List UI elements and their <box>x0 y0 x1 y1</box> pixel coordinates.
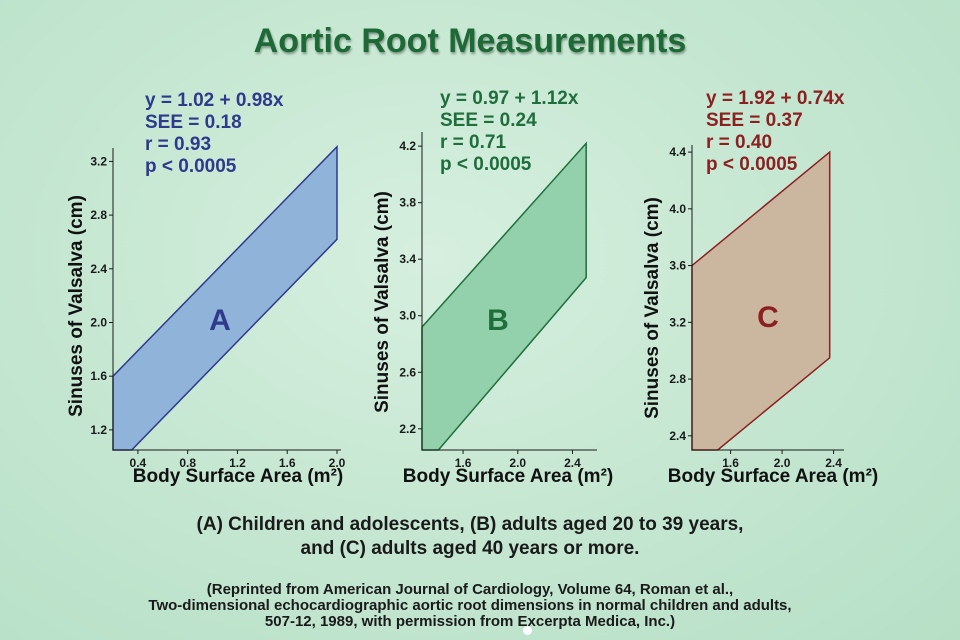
regression-stat-line: y = 1.92 + 0.74x <box>706 88 845 109</box>
x-tick-label: 2.0 <box>329 456 346 470</box>
y-tick-label: 2.8 <box>669 372 686 386</box>
y-tick-label: 3.6 <box>669 259 686 273</box>
y-tick-label: 3.8 <box>399 196 416 210</box>
credit-line-3: 507-12, 1989, with permission from Excer… <box>264 613 676 630</box>
regression-stat-line: y = 1.02 + 0.98x <box>145 90 284 111</box>
y-tick-label: 2.0 <box>90 315 107 329</box>
y-tick-label: 1.6 <box>90 369 107 383</box>
x-axis-label: Body Surface Area (m²) <box>668 466 878 487</box>
x-tick-label: 0.4 <box>130 456 147 470</box>
x-tick-label: 2.0 <box>774 456 791 470</box>
regression-stat-line: y = 0.97 + 1.12x <box>440 88 579 109</box>
panel-label-c: C <box>757 301 779 334</box>
x-tick-label: 2.4 <box>825 456 842 470</box>
y-axis-label: Sinuses of Valsalva (cm) <box>372 191 393 413</box>
x-tick-label: 1.6 <box>279 456 296 470</box>
y-axis-label: Sinuses of Valsalva (cm) <box>66 195 87 417</box>
caption-line-1: (A) Children and adolescents, (B) adults… <box>196 514 744 535</box>
x-tick-label: 1.6 <box>722 456 739 470</box>
y-tick-label: 3.2 <box>669 315 686 329</box>
x-axis-label: Body Surface Area (m²) <box>133 466 343 487</box>
y-tick-label: 3.0 <box>399 309 416 323</box>
panel-label-a: A <box>209 304 231 337</box>
x-tick-label: 2.4 <box>564 456 581 470</box>
credit-line-2: Two-dimensional echocardiographic aortic… <box>148 597 792 614</box>
y-tick-label: 3.2 <box>90 154 107 168</box>
y-tick-label: 4.2 <box>399 139 416 153</box>
y-tick-label: 4.4 <box>669 145 686 159</box>
regression-stat-line: p < 0.0005 <box>706 154 798 175</box>
regression-stat-line: p < 0.0005 <box>145 156 237 177</box>
y-tick-label: 2.2 <box>399 422 416 436</box>
caption-line-2: and (C) adults aged 40 years or more. <box>300 538 640 559</box>
confidence-band-b <box>421 141 587 451</box>
y-tick-label: 2.6 <box>399 365 416 379</box>
credit-line-1: (Reprinted from American Journal of Card… <box>206 581 734 598</box>
y-tick-label: 2.4 <box>90 262 107 276</box>
x-tick-label: 0.8 <box>179 456 196 470</box>
y-tick-label: 2.8 <box>90 208 107 222</box>
regression-stat-line: r = 0.40 <box>706 132 772 153</box>
cursor-dot <box>523 626 532 635</box>
y-tick-label: 3.4 <box>399 252 416 266</box>
x-tick-label: 1.2 <box>229 456 246 470</box>
x-axis-label: Body Surface Area (m²) <box>403 466 613 487</box>
y-tick-label: 1.2 <box>90 423 107 437</box>
regression-stat-line: SEE = 0.18 <box>145 112 242 133</box>
regression-stat-line: r = 0.71 <box>440 132 506 153</box>
regression-stat-line: SEE = 0.37 <box>706 110 803 131</box>
y-axis-label: Sinuses of Valsalva (cm) <box>642 197 663 419</box>
x-tick-label: 2.0 <box>509 456 526 470</box>
x-tick-label: 1.6 <box>455 456 472 470</box>
panel-label-b: B <box>487 304 509 337</box>
chart-title: Aortic Root Measurements <box>253 22 687 60</box>
regression-stat-line: r = 0.93 <box>145 134 211 155</box>
y-tick-label: 4.0 <box>669 202 686 216</box>
regression-stat-line: p < 0.0005 <box>440 154 532 175</box>
y-tick-label: 2.4 <box>669 429 686 443</box>
regression-stat-line: SEE = 0.24 <box>440 110 537 131</box>
confidence-band-a <box>112 144 338 451</box>
